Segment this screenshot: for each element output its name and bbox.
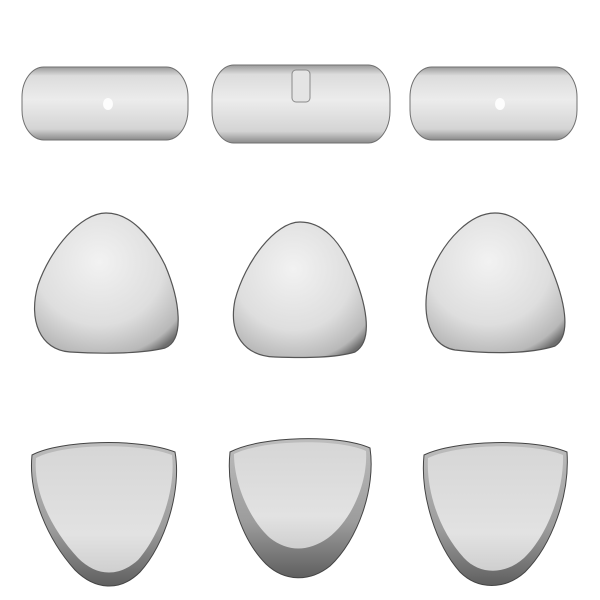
pick-3: [422, 442, 568, 586]
ring-side-3: [409, 66, 578, 141]
ring-side-2: [211, 64, 391, 144]
pick-1: [30, 442, 178, 587]
ring-side-1: [21, 66, 189, 141]
stone-top-2: [232, 221, 367, 359]
stone-top-3: [425, 212, 566, 354]
stone-top-1: [34, 212, 179, 354]
pick-2: [228, 438, 372, 579]
